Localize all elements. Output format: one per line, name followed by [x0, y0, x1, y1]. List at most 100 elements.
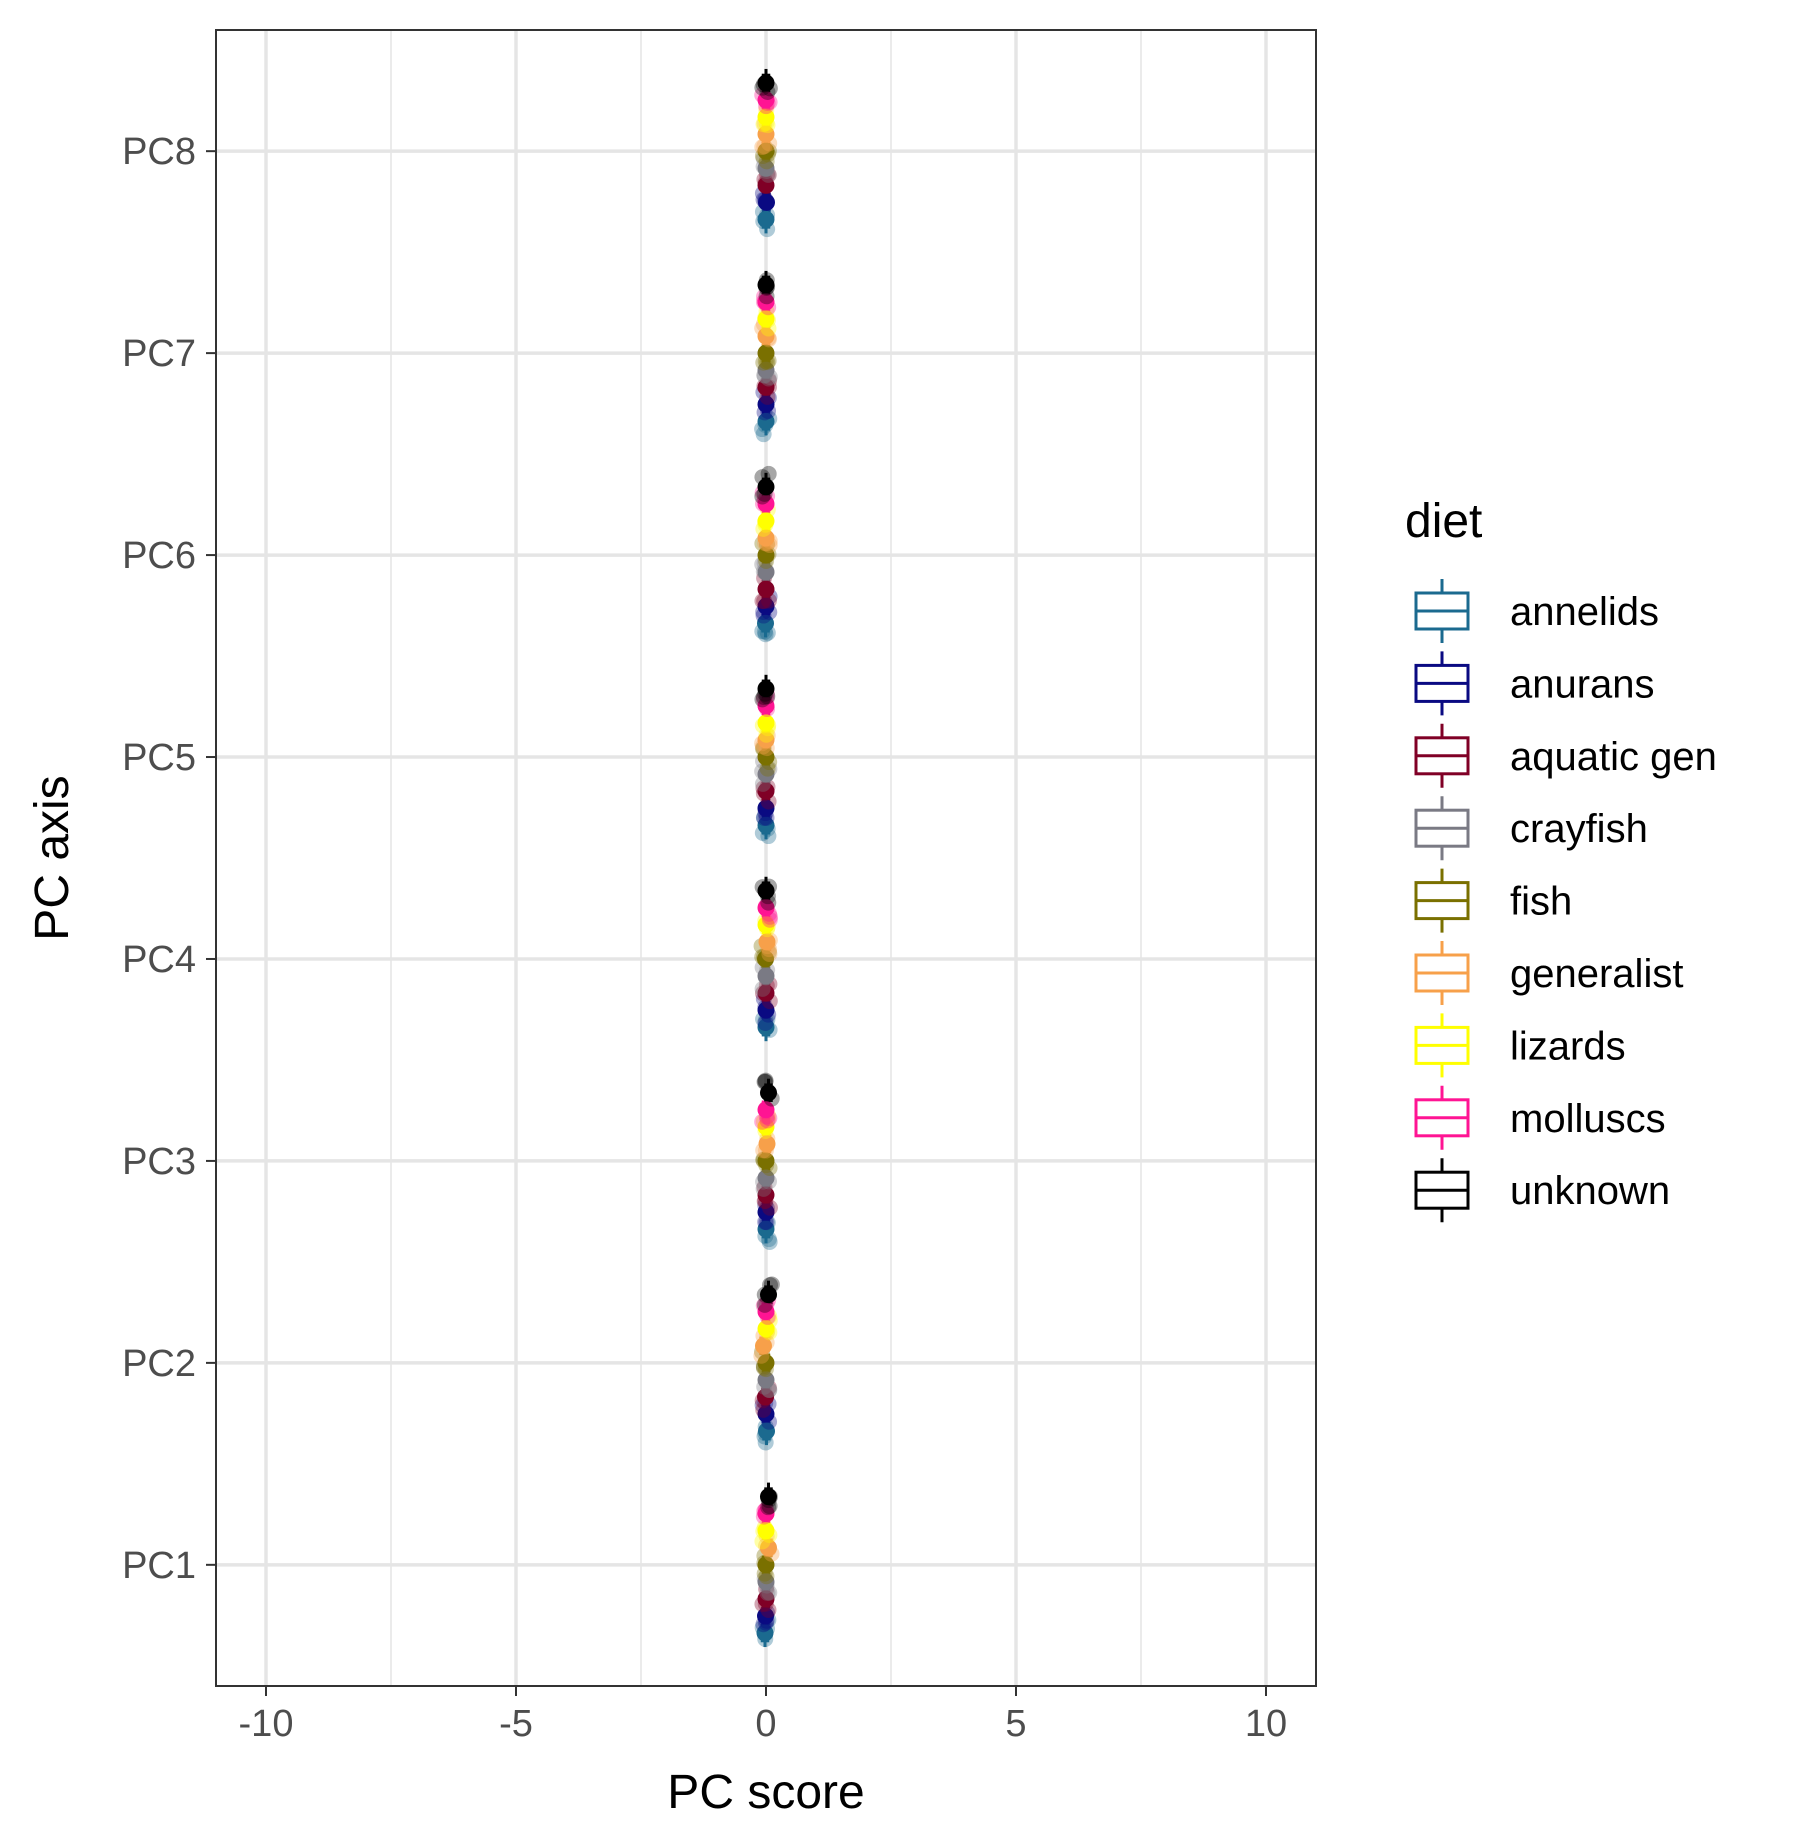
median-point [757, 899, 775, 917]
median-point [757, 1590, 775, 1608]
legend-label: unknown [1510, 1169, 1670, 1213]
median-point [757, 1505, 775, 1523]
median-point [757, 1573, 775, 1591]
median-point [757, 478, 775, 496]
observation-point [761, 1233, 778, 1250]
median-point [757, 984, 775, 1002]
median-point [757, 412, 775, 430]
legend-label: anurans [1510, 662, 1655, 706]
median-point [757, 697, 775, 715]
median-point [757, 1607, 774, 1625]
median-point [757, 276, 775, 294]
median-point [757, 529, 775, 547]
legend-label: crayfish [1510, 807, 1648, 851]
legend-label: generalist [1510, 952, 1683, 996]
median-point [757, 799, 775, 817]
y-tick-label: PC4 [122, 939, 196, 981]
median-point [757, 916, 775, 934]
observation-point [754, 138, 771, 155]
median-point [757, 816, 775, 834]
x-tick-label: 0 [755, 1703, 776, 1745]
median-point [757, 1101, 775, 1119]
observation-point [755, 426, 772, 443]
median-point [757, 310, 775, 328]
y-tick-label: PC2 [122, 1343, 196, 1385]
median-point [758, 193, 775, 211]
median-point [757, 680, 775, 698]
observation-point [755, 1401, 772, 1418]
median-point [756, 1624, 774, 1642]
median-point [757, 91, 775, 109]
median-point [757, 361, 775, 379]
x-axis: -10 -5 0 5 10 [239, 1686, 1287, 1745]
y-axis-title: PC axis [26, 775, 79, 940]
grid-minor [390, 30, 1142, 1686]
median-point [755, 1337, 772, 1355]
x-axis-title: PC score [667, 1766, 864, 1819]
median-point [757, 395, 775, 413]
median-point [757, 1018, 775, 1036]
y-tick-label: PC1 [122, 1545, 196, 1587]
median-point [758, 933, 776, 951]
median-point [757, 714, 775, 732]
median-point [757, 1303, 775, 1321]
legend: diet annelids anurans aquatic gen crayfish f… [1405, 495, 1717, 1223]
median-point [760, 1539, 777, 1557]
median-point [757, 563, 775, 581]
legend-label: molluscs [1510, 1097, 1666, 1141]
observation-point [757, 1014, 774, 1031]
data-points [753, 74, 780, 1648]
median-point [757, 1371, 775, 1389]
median-point [757, 748, 775, 766]
y-axis: PC1 PC2 PC3 PC4 PC5 PC6 PC7 PC8 [122, 131, 216, 1587]
median-point [758, 1422, 775, 1440]
legend-label: aquatic gen [1510, 735, 1717, 779]
x-tick-label: 10 [1245, 1703, 1287, 1745]
median-point [757, 950, 774, 968]
median-point [757, 125, 775, 143]
median-point [757, 1320, 775, 1338]
y-tick-label: PC7 [122, 333, 196, 375]
median-point [757, 1220, 775, 1238]
observation-point [760, 465, 777, 482]
median-point [757, 1169, 775, 1187]
median-point [757, 176, 775, 194]
median-point [757, 614, 774, 632]
x-tick-label: -10 [239, 1703, 294, 1745]
legend-label: lizards [1510, 1024, 1626, 1068]
median-point [757, 1522, 775, 1540]
median-point [757, 580, 775, 598]
median-point [757, 378, 775, 396]
median-point [757, 344, 775, 362]
median-point [757, 1152, 775, 1170]
median-point [757, 1354, 775, 1372]
median-point [757, 159, 775, 177]
median-point [757, 327, 775, 345]
median-point [757, 1203, 775, 1221]
median-point [757, 108, 775, 126]
median-point [757, 1001, 775, 1019]
x-tick-label: 5 [1005, 1703, 1026, 1745]
median-point [757, 1388, 774, 1406]
median-point [757, 1186, 775, 1204]
median-point [760, 1488, 777, 1506]
median-point [760, 1286, 777, 1304]
median-point [757, 546, 775, 564]
median-point [757, 597, 775, 615]
median-point [757, 765, 775, 783]
median-point [757, 142, 775, 160]
median-point [760, 1084, 777, 1102]
median-point [757, 293, 775, 311]
median-point [757, 782, 775, 800]
median-point [757, 74, 775, 92]
y-tick-label: PC5 [122, 737, 196, 779]
median-point [757, 1556, 775, 1574]
median-point [757, 882, 775, 900]
legend-label: fish [1510, 880, 1572, 924]
observation-point [754, 980, 771, 997]
x-tick-label: -5 [499, 1703, 533, 1745]
median-point [757, 731, 775, 749]
legend-title: diet [1405, 495, 1482, 548]
median-point [757, 1405, 775, 1423]
observation-point [758, 726, 775, 743]
